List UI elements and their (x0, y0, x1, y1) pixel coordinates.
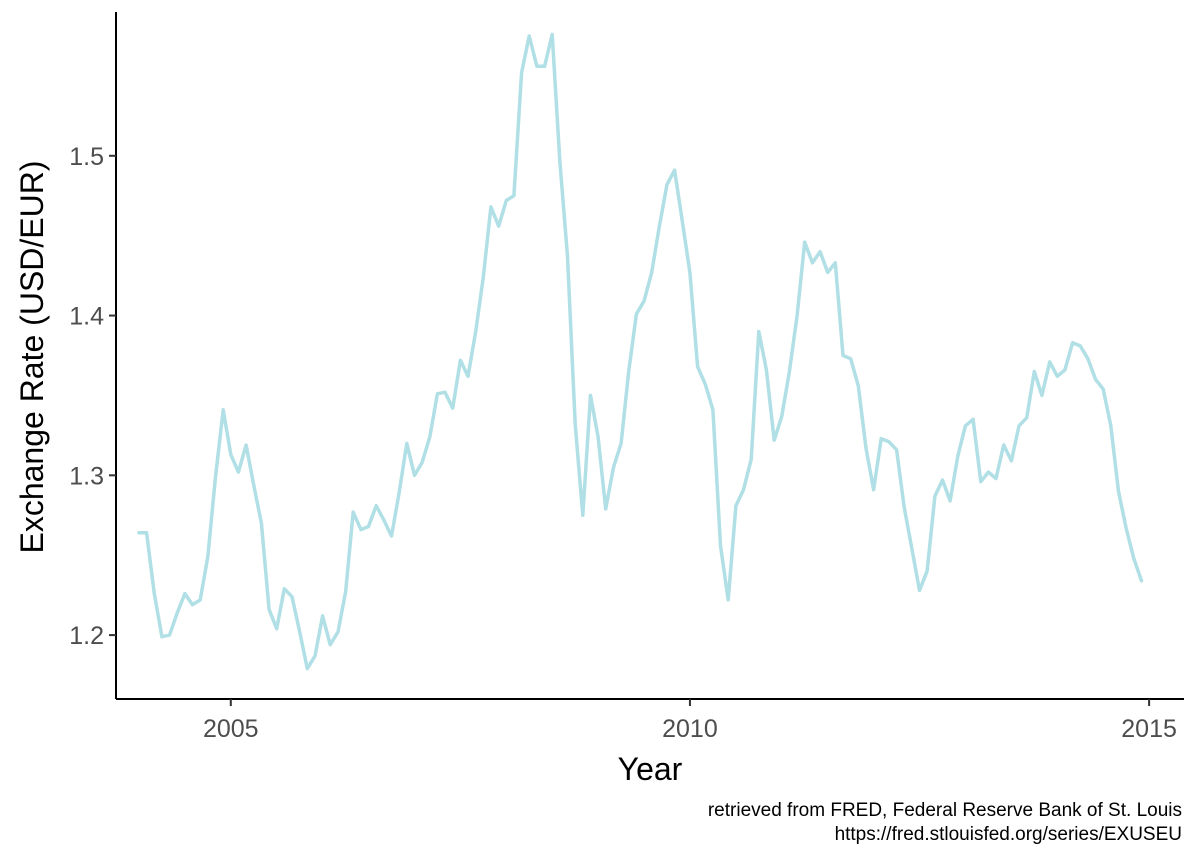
x-axis-title: Year (618, 751, 683, 787)
source-caption: retrieved from FRED, Federal Reserve Ban… (707, 800, 1182, 821)
x-axis: 2005 2010 2015 (116, 698, 1184, 743)
x-tick-label: 2010 (662, 715, 718, 743)
x-tick-label: 2015 (1121, 715, 1177, 743)
y-tick-label: 1.4 (69, 303, 104, 331)
series-layer (137, 32, 1144, 671)
exchange-rate-line (137, 32, 1144, 671)
y-axis-title: Exchange Rate (USD/EUR) (14, 160, 50, 553)
source-url: https://fred.stlouisfed.org/series/EXUSE… (834, 824, 1182, 845)
y-tick-label: 1.3 (69, 462, 104, 490)
y-axis: 1.2 1.3 1.4 1.5 (69, 12, 117, 699)
y-tick-label: 1.5 (69, 143, 104, 171)
x-tick-label: 2005 (203, 715, 259, 743)
y-tick-label: 1.2 (69, 622, 104, 650)
